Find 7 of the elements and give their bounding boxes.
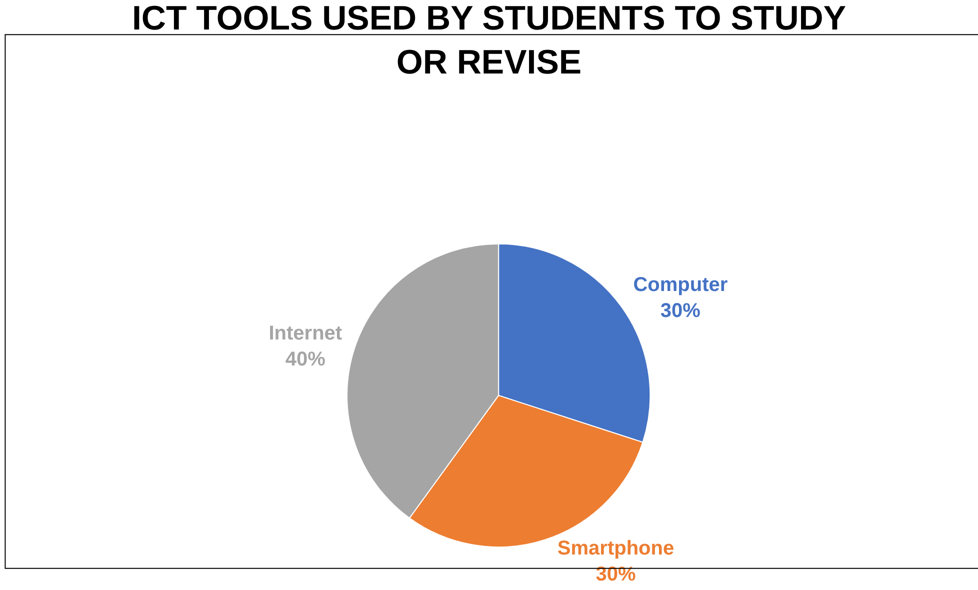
slice-label: Computer [633, 274, 728, 296]
chart-title: ICT TOOLS USED BY STUDENTS TO STUDY OR REVISE [132, 0, 846, 82]
data-label: 40% [285, 348, 326, 370]
slice-label: Internet [268, 322, 342, 344]
slice-label: Smartphone [557, 537, 674, 560]
data-label: 30% [660, 300, 701, 322]
data-label: 30% [596, 563, 636, 586]
